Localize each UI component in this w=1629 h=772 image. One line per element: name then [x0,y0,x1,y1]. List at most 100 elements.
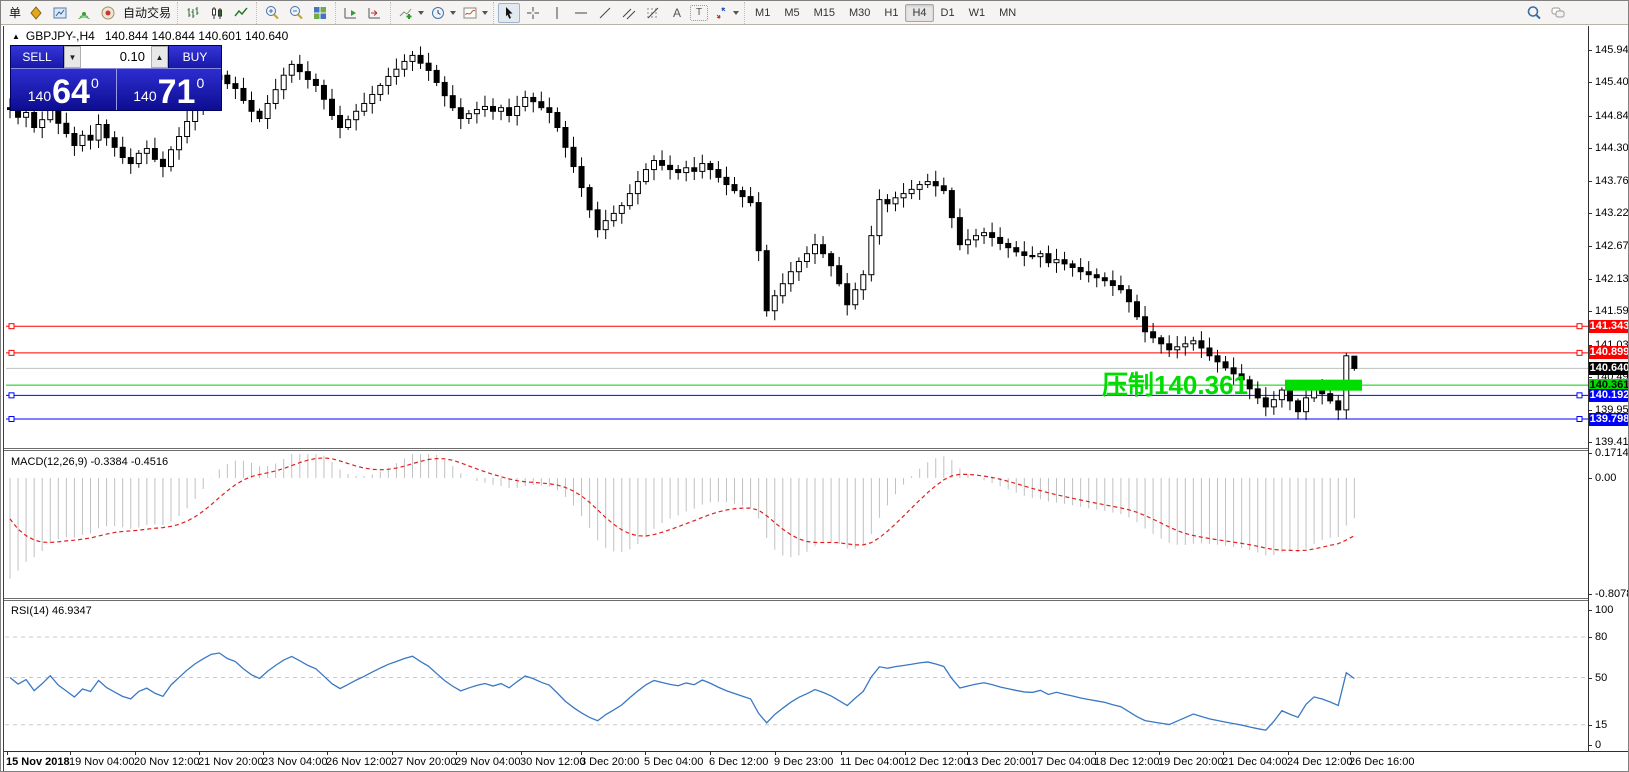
new-order-icon[interactable] [25,3,47,23]
candle-body [425,62,432,71]
periods-clock-icon[interactable] [427,3,449,23]
volume-input[interactable]: 0.10 [81,46,151,68]
time-axis-tick [135,752,136,755]
buy-button[interactable]: BUY [169,46,221,68]
buy-price-sup: 0 [196,75,205,91]
tile-windows-icon[interactable] [309,3,331,23]
label-tool-icon[interactable]: T [690,4,709,21]
signal-icon[interactable] [73,3,95,23]
macd-signal-line [9,457,1355,552]
horizontal-line-icon[interactable] [570,3,592,23]
macd-indicator-panel[interactable] [5,452,1588,598]
line-handle[interactable] [8,416,15,423]
line-handle[interactable] [1576,392,1583,399]
resistance-annotation[interactable]: 压制140.361 [1102,370,1248,400]
time-axis-label: 26 Nov 12:00 [326,756,392,768]
new-order-button[interactable]: 单 [9,6,22,20]
candle-body [626,193,633,207]
channel-icon[interactable] [618,3,640,23]
rsi-indicator-panel[interactable] [5,601,1588,751]
candle-body [948,190,955,219]
candle-body [506,107,513,116]
volume-increase-button[interactable]: ▲ [151,46,168,68]
indicators-dropdown-icon[interactable] [418,10,425,15]
chart-title: GBPJPY-,H4 [25,29,95,43]
autotrading-button[interactable]: 自动交易 [123,6,172,20]
candle-body [256,110,263,119]
cursor-icon[interactable] [498,2,521,23]
candle-body [667,164,674,171]
timeframe-button-m30[interactable]: M30 [849,6,871,19]
candle-body [103,123,110,139]
chart-title-row: ▲ GBPJPY-,H4 140.844 140.844 140.601 140… [12,29,288,43]
timeframe-button-d1[interactable]: D1 [940,6,955,19]
line-chart-icon[interactable] [230,3,252,23]
timeframe-button-m1[interactable]: M1 [755,6,771,19]
panel-splitter[interactable] [4,448,1588,451]
chat-icon[interactable] [1547,3,1569,23]
autotrading-icon[interactable] [97,3,119,23]
chart-window-icon[interactable] [49,3,71,23]
timeframe-button-h4[interactable]: H4 [905,3,934,22]
timeframe-button-mn[interactable]: MN [999,6,1017,19]
collapse-oneclick-icon[interactable]: ▲ [12,31,20,41]
macd-tick-label: -0.8078 [1589,588,1628,600]
candle-body [337,114,344,129]
candle-body [763,250,770,312]
time-axis-tick [1095,752,1096,755]
rsi-label: RSI(14) 46.9347 [11,605,92,617]
timeframe-button-h1[interactable]: H1 [884,6,899,19]
candle-body [1327,393,1334,402]
price-tick-label: 143.225 [1589,207,1628,219]
arrows-dropdown-icon[interactable] [733,10,740,15]
sell-price-display[interactable]: 140 64 0 [11,69,117,110]
price-axis[interactable]: 145.940 145.400 144.845 144.305 143.765 143.2… [1588,26,1628,751]
trendline-icon[interactable] [594,3,616,23]
candle-body [989,232,996,238]
line-handle[interactable] [8,323,15,330]
timeframe-button-m15[interactable]: M15 [813,6,835,19]
line-handle[interactable] [1576,349,1583,356]
candle-body [377,84,384,95]
macd-tick-label: 0.00 [1589,472,1628,484]
periods-dropdown-icon[interactable] [450,10,457,15]
time-axis[interactable]: 15 Nov 2018 19 Nov 04:00 20 Nov 12:00 21 No… [4,751,1628,771]
buy-price-display[interactable]: 140 71 0 [116,69,221,110]
price-tick-label: 141.590 [1589,305,1628,317]
search-icon[interactable] [1523,3,1545,23]
resistance-highlight-box[interactable] [1285,379,1362,391]
sell-button[interactable]: SELL [11,46,63,68]
candlestick-chart-icon[interactable] [206,3,228,23]
auto-scroll-icon[interactable] [340,3,362,23]
crosshair-icon[interactable] [522,3,544,23]
volume-control: ▼ 0.10 ▲ [63,46,169,68]
toolbar-group-zoom [256,1,335,24]
price-tick-label: 143.765 [1589,175,1628,187]
text-tool-icon[interactable]: A [673,5,682,20]
zoom-in-icon[interactable] [261,3,283,23]
chart-shift-icon[interactable] [364,3,386,23]
templates-dropdown-icon[interactable] [482,10,489,15]
templates-icon[interactable] [459,3,481,23]
bar-chart-icon[interactable] [182,3,204,23]
line-handle[interactable] [1576,416,1583,423]
candle-body [731,184,738,192]
vertical-line-icon[interactable] [546,3,568,23]
timeframe-button-m5[interactable]: M5 [784,6,800,19]
candle-body [457,107,464,119]
volume-decrease-button[interactable]: ▼ [64,46,81,68]
candle-body [1303,397,1310,413]
zoom-out-icon[interactable] [285,3,307,23]
time-axis-tick [1032,752,1033,755]
line-handle[interactable] [1576,323,1583,330]
panel-splitter[interactable] [4,598,1588,601]
indicators-icon[interactable] [395,3,417,23]
line-handle[interactable] [8,349,15,356]
line-handle[interactable] [8,392,15,399]
sell-price-prefix: 140 [27,88,52,104]
arrows-tool-icon[interactable] [710,3,732,23]
fibonacci-icon[interactable] [642,3,664,23]
timeframe-button-w1[interactable]: W1 [968,6,986,19]
main-price-chart[interactable]: 压制140.361 [5,26,1588,448]
candle-body [1101,277,1108,282]
